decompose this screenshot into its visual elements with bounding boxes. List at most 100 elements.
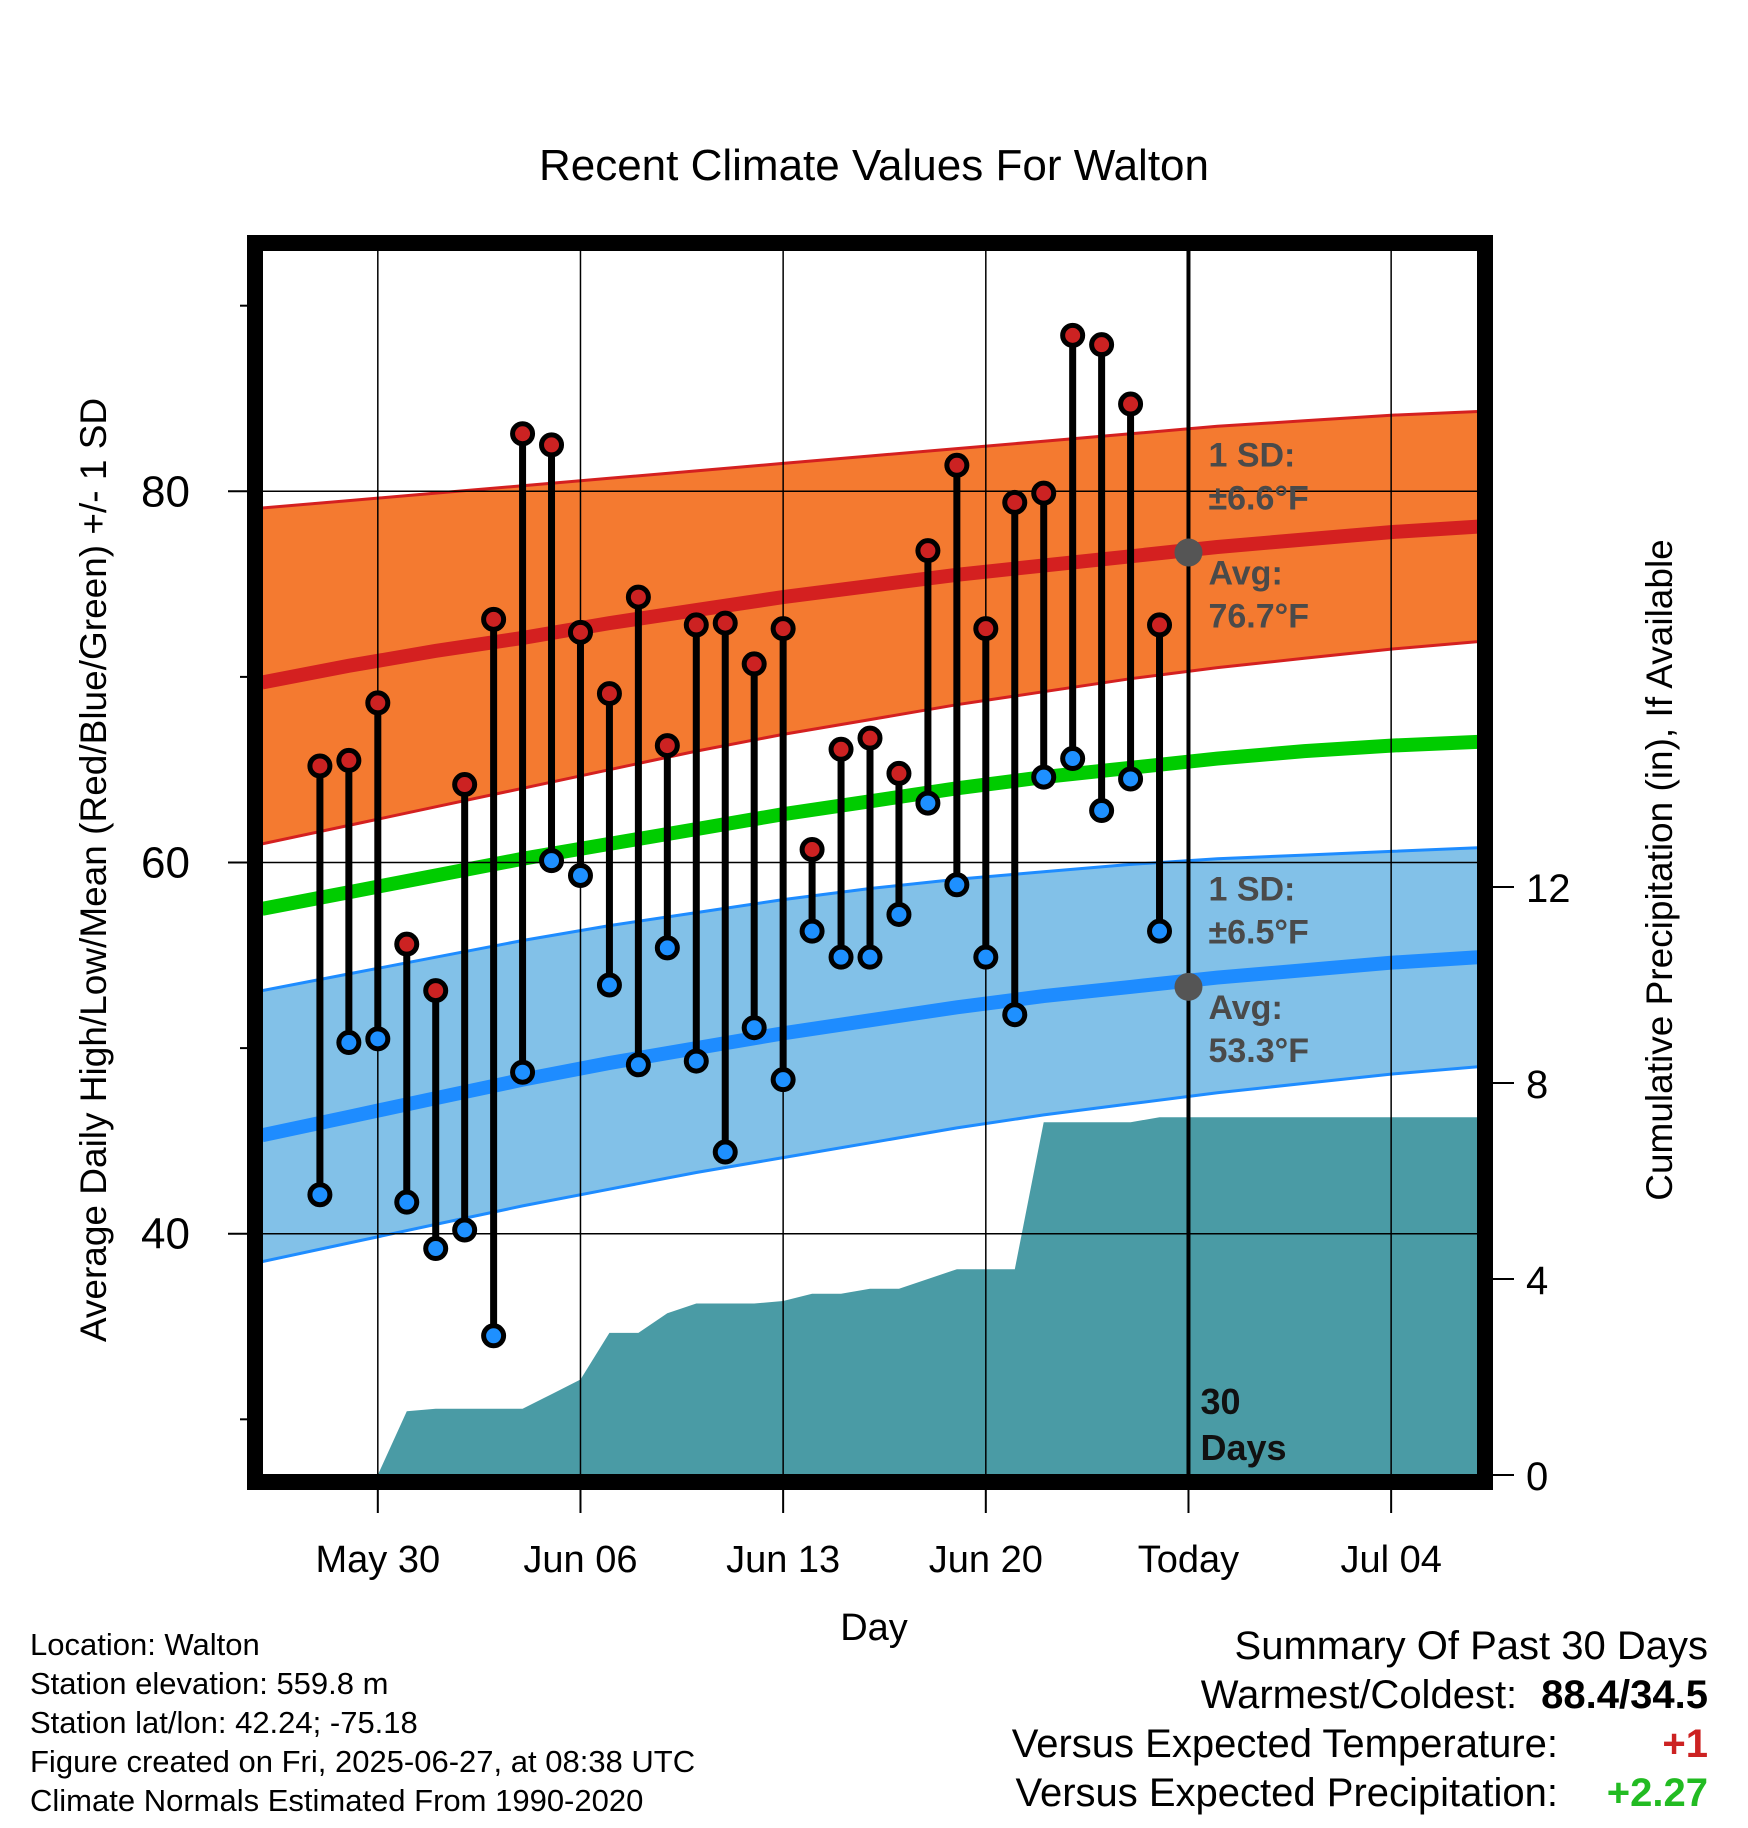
low-avg-annotation: Avg: bbox=[1208, 989, 1282, 1027]
low-avg-value-annotation: 53.3°F bbox=[1208, 1032, 1309, 1070]
x-tick-label: May 30 bbox=[315, 1539, 440, 1581]
y2-tick-label: 8 bbox=[1526, 1063, 1548, 1107]
high-avg-annotation: Avg: bbox=[1208, 555, 1282, 593]
high-point bbox=[944, 452, 970, 478]
high-point bbox=[1147, 612, 1173, 638]
high-point bbox=[452, 772, 478, 798]
high-sd-value-annotation: ±6.6°F bbox=[1208, 479, 1308, 517]
low-point bbox=[915, 790, 941, 816]
high-point bbox=[857, 725, 883, 751]
summary-precip: Versus Expected Precipitation: +2.27 bbox=[808, 1769, 1708, 1818]
info-latlon: Station lat/lon: 42.24; -75.18 bbox=[30, 1705, 418, 1740]
precip-vs-expected-label: Versus Expected Precipitation: bbox=[1015, 1771, 1558, 1815]
high-avg-value-annotation: 76.7°F bbox=[1208, 598, 1309, 636]
temp-vs-expected-label: Versus Expected Temperature: bbox=[1011, 1722, 1558, 1766]
y-axis-label: Average Daily High/Low/Mean (Red/Blue/Gr… bbox=[73, 398, 114, 1342]
high-point bbox=[886, 760, 912, 786]
low-point bbox=[481, 1323, 507, 1349]
high-point bbox=[423, 978, 449, 1004]
summary-title: Summary Of Past 30 Days bbox=[1234, 1624, 1708, 1668]
high-point bbox=[567, 619, 593, 645]
y-tick-label: 40 bbox=[141, 1210, 190, 1259]
info-created: Figure created on Fri, 2025-06-27, at 08… bbox=[30, 1744, 696, 1779]
low-point bbox=[365, 1026, 391, 1052]
high-point bbox=[1118, 391, 1144, 417]
high-point bbox=[510, 421, 536, 447]
low-point bbox=[1031, 764, 1057, 790]
y-tick-label: 80 bbox=[141, 467, 190, 516]
period-label-unit: Days bbox=[1200, 1427, 1286, 1468]
low-sd-band bbox=[262, 847, 1478, 1262]
low-point bbox=[770, 1067, 796, 1093]
high-point bbox=[770, 616, 796, 642]
y2-tick-label: 4 bbox=[1526, 1259, 1548, 1303]
high-point bbox=[654, 733, 680, 759]
today-low-avg-marker bbox=[1174, 972, 1203, 1001]
low-point bbox=[307, 1182, 333, 1208]
low-point bbox=[596, 972, 622, 998]
low-point bbox=[1089, 798, 1115, 824]
low-point bbox=[567, 862, 593, 888]
x-axis-label: Day bbox=[840, 1607, 908, 1649]
y2-axis-label: Cumulative Precipitation (in), If Availa… bbox=[1639, 539, 1680, 1201]
today-high-avg-marker bbox=[1174, 538, 1203, 567]
x-tick-label: Today bbox=[1138, 1539, 1239, 1581]
low-point bbox=[799, 918, 825, 944]
chart-title: Recent Climate Values For Walton bbox=[539, 141, 1209, 190]
period-label-number: 30 bbox=[1200, 1381, 1240, 1422]
warm-cold-value: 88.4/34.5 bbox=[1541, 1673, 1708, 1717]
low-point bbox=[973, 944, 999, 970]
high-avg-line bbox=[262, 519, 1478, 690]
low-sd-value-annotation: ±6.5°F bbox=[1208, 914, 1308, 952]
high-point bbox=[539, 432, 565, 458]
low-point bbox=[625, 1052, 651, 1078]
x-tick-label: Jun 13 bbox=[726, 1539, 840, 1581]
high-point bbox=[596, 681, 622, 707]
high-sd-band bbox=[262, 411, 1478, 844]
high-point bbox=[828, 736, 854, 762]
low-point bbox=[1002, 1002, 1028, 1028]
high-point bbox=[481, 606, 507, 632]
y2-tick-label: 12 bbox=[1526, 867, 1571, 911]
temp-vs-expected-value: +1 bbox=[1662, 1722, 1708, 1766]
low-point bbox=[828, 944, 854, 970]
low-point bbox=[1118, 766, 1144, 792]
high-point bbox=[625, 584, 651, 610]
x-tick-label: Jul 04 bbox=[1340, 1539, 1441, 1581]
low-point bbox=[423, 1236, 449, 1262]
low-point bbox=[654, 935, 680, 961]
info-location: Location: Walton bbox=[30, 1627, 260, 1662]
high-point bbox=[915, 538, 941, 564]
low-sd-annotation: 1 SD: bbox=[1208, 871, 1295, 909]
plot-content bbox=[262, 250, 1478, 1475]
high-point bbox=[1089, 332, 1115, 358]
summary-warm-cold: Warmest/Coldest: 88.4/34.5 bbox=[808, 1671, 1708, 1720]
station-info: Location: Walton Station elevation: 559.… bbox=[30, 1625, 695, 1820]
low-point bbox=[1060, 746, 1086, 772]
low-point bbox=[452, 1217, 478, 1243]
summary-panel: Summary Of Past 30 Days Warmest/Coldest:… bbox=[808, 1622, 1708, 1818]
low-point bbox=[944, 872, 970, 898]
low-point bbox=[394, 1189, 420, 1215]
x-tick-label: Jun 06 bbox=[523, 1539, 637, 1581]
low-point bbox=[336, 1030, 362, 1056]
warm-cold-label: Warmest/Coldest: bbox=[1200, 1673, 1518, 1717]
high-point bbox=[799, 837, 825, 863]
precip-area bbox=[348, 1117, 1478, 1475]
low-point bbox=[857, 944, 883, 970]
high-point bbox=[307, 753, 333, 779]
info-elevation: Station elevation: 559.8 m bbox=[30, 1666, 389, 1701]
high-point bbox=[973, 616, 999, 642]
high-point bbox=[336, 747, 362, 773]
plot-area: 1 SD: ±6.6°F Avg: 76.7°F 1 SD: ±6.5°F Avg: 53.3… bbox=[141, 235, 1571, 1581]
low-point bbox=[683, 1048, 709, 1074]
info-normals: Climate Normals Estimated From 1990-2020 bbox=[30, 1783, 644, 1818]
low-point bbox=[1147, 918, 1173, 944]
y2-tick-label: 0 bbox=[1526, 1455, 1548, 1499]
high-point bbox=[1031, 480, 1057, 506]
high-sd-annotation: 1 SD: bbox=[1208, 436, 1295, 474]
high-point bbox=[712, 610, 738, 636]
low-point bbox=[712, 1139, 738, 1165]
high-point bbox=[683, 612, 709, 638]
y-tick-label: 60 bbox=[141, 839, 190, 888]
